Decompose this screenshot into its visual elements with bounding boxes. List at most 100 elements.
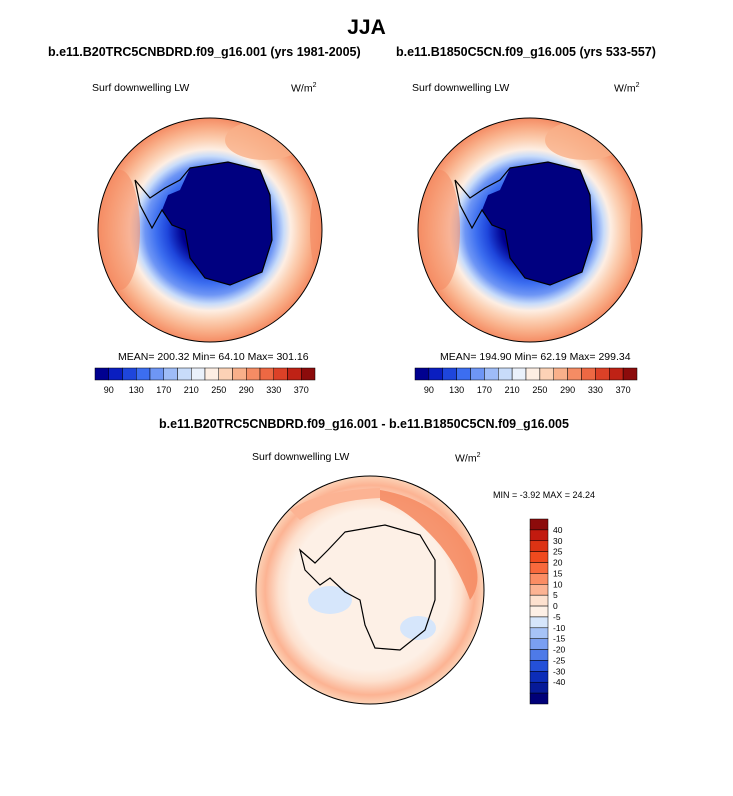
- panel2-colorbar-tick-label: 250: [532, 385, 547, 395]
- panel1-colorbar-tick-label: 130: [129, 385, 144, 395]
- difference-colorbar-tick-label: 10: [553, 579, 563, 589]
- difference-colorbar-swatch: [529, 638, 549, 650]
- panel2-colorbar-swatch: [470, 367, 485, 381]
- panel2-colorbar-swatch: [581, 367, 596, 381]
- panel1-stats: MEAN= 200.32 Min= 64.10 Max= 301.16: [118, 351, 309, 363]
- panel1-colorbar-swatch: [177, 367, 192, 381]
- panel2-colorbar-tick-label: 290: [560, 385, 575, 395]
- difference-map-border: [255, 475, 485, 705]
- difference-variable: Surf downwelling LW: [252, 451, 350, 463]
- panel1-units: W/m2: [291, 82, 317, 95]
- difference-colorbar-tick-label: -30: [553, 666, 566, 676]
- panel1-colorbar-tick-label: 90: [104, 385, 114, 395]
- panel2-map-border: [417, 117, 643, 343]
- panel2-title: b.e11.B1850C5CN.f09_g16.005 (yrs 533-557…: [396, 45, 656, 59]
- panel2-colorbar-swatch: [511, 367, 527, 381]
- difference-colorbar-tick-label: 5: [553, 590, 558, 600]
- panel1-colorbar-swatch: [287, 367, 302, 381]
- difference-colorbar-swatch: [529, 540, 549, 552]
- panel1-colorbar-swatch: [191, 367, 206, 381]
- panel1-colorbar-swatch: [136, 367, 151, 381]
- panel1-map-border: [97, 117, 323, 343]
- panel1-colorbar-tick-label: 290: [239, 385, 254, 395]
- difference-colorbar-tick-label: 0: [553, 601, 558, 611]
- difference-colorbar-swatch: [529, 605, 549, 618]
- panel1-variable: Surf downwelling LW: [92, 82, 190, 94]
- difference-colorbar-tick-label: 40: [553, 525, 563, 535]
- panel1-colorbar-swatch: [163, 367, 178, 381]
- panel2-colorbar-swatch: [622, 367, 638, 381]
- difference-colorbar-tick-label: -10: [553, 623, 566, 633]
- difference-colorbar-tick-label: -15: [553, 634, 566, 644]
- panel2-colorbar-swatch: [553, 367, 568, 381]
- difference-colorbar-swatch: [529, 627, 549, 639]
- difference-colorbar-tick-label: 25: [553, 547, 563, 557]
- panel2-colorbar-swatch: [414, 367, 430, 381]
- difference-colorbar-swatch: [529, 551, 549, 563]
- difference-colorbar-swatch: [529, 671, 549, 683]
- panel2-units: W/m2: [614, 82, 640, 95]
- panel1-colorbar-tick-label: 370: [294, 385, 309, 395]
- panel2-colorbar-swatch: [595, 367, 610, 381]
- difference-colorbar-swatch: [529, 692, 549, 705]
- difference-units: W/m2: [455, 452, 481, 465]
- difference-colorbar-swatch: [529, 573, 549, 585]
- panel1-colorbar-tick-label: 250: [211, 385, 226, 395]
- panel2-colorbar-swatch: [484, 367, 499, 381]
- difference-map: [256, 476, 484, 704]
- difference-colorbar-tick-label: -25: [553, 655, 566, 665]
- difference-colorbar-tick-label: 20: [553, 558, 563, 568]
- panel1-map: [98, 118, 322, 342]
- difference-colorbar-tick-label: -5: [553, 612, 561, 622]
- panel1-colorbar-swatch: [232, 367, 247, 381]
- panel1-colorbar: 90 130 170 210 250 290 330 370: [94, 367, 316, 395]
- panel2-colorbar-swatch: [498, 367, 513, 381]
- panel1-colorbar-swatch: [218, 367, 233, 381]
- difference-colorbar-swatch: [529, 584, 549, 596]
- panel2-colorbar-swatch: [567, 367, 582, 381]
- panel1-colorbar-tick-label: 170: [156, 385, 171, 395]
- panel2-colorbar-tick-label: 170: [477, 385, 492, 395]
- panel1-colorbar-swatch: [149, 367, 164, 381]
- panel2-stats: MEAN= 194.90 Min= 62.19 Max= 299.34: [440, 351, 631, 363]
- panel1-colorbar-swatch: [246, 367, 261, 381]
- panel1-colorbar-swatch: [122, 367, 137, 381]
- difference-colorbar-swatch: [529, 681, 549, 694]
- panel2-colorbar: 90 130 170 210 250 290 330 370: [414, 367, 638, 395]
- panel1-colorbar-swatch: [301, 367, 316, 381]
- difference-colorbar-tick-label: 30: [553, 536, 563, 546]
- panel2-variable: Surf downwelling LW: [412, 82, 510, 94]
- panel1-colorbar-swatch: [259, 367, 274, 381]
- panel2-colorbar-swatch: [442, 367, 457, 381]
- difference-colorbar-tick-label: -40: [553, 677, 566, 687]
- panel1-colorbar-swatch: [273, 367, 288, 381]
- panel1-colorbar-tick-label: 210: [184, 385, 199, 395]
- panel1-title: b.e11.B20TRC5CNBDRD.f09_g16.001 (yrs 198…: [48, 45, 361, 59]
- difference-colorbar-swatch: [529, 616, 549, 629]
- panel2-colorbar-tick-label: 130: [449, 385, 464, 395]
- panel2-colorbar-tick-label: 370: [616, 385, 631, 395]
- difference-colorbar-tick-label: 15: [553, 568, 563, 578]
- panel1-colorbar-tick-label: 330: [266, 385, 281, 395]
- panel2-colorbar-swatch: [539, 367, 554, 381]
- difference-colorbar-swatch: [529, 562, 549, 574]
- panel2-colorbar-swatch: [609, 367, 624, 381]
- panel2-colorbar-tick-label: 330: [588, 385, 603, 395]
- season-title: JJA: [347, 16, 386, 39]
- difference-colorbar-swatch: [529, 518, 549, 531]
- panel2-colorbar-tick-label: 90: [424, 385, 434, 395]
- difference-colorbar-swatch: [529, 660, 549, 672]
- difference-colorbar-tick-label: -20: [553, 645, 566, 655]
- difference-colorbar-swatch: [529, 649, 549, 661]
- panel1-colorbar-swatch: [108, 367, 123, 381]
- panel1-colorbar-swatch: [204, 367, 219, 381]
- panel2-colorbar-tick-label: 210: [505, 385, 520, 395]
- difference-colorbar-swatch: [529, 594, 549, 607]
- difference-stats: MIN = -3.92 MAX = 24.24: [493, 490, 596, 500]
- panel2-colorbar-swatch: [525, 367, 541, 381]
- panel2-map: [418, 118, 642, 342]
- panel1-colorbar-swatch: [94, 367, 109, 381]
- difference-colorbar-swatch: [529, 529, 549, 542]
